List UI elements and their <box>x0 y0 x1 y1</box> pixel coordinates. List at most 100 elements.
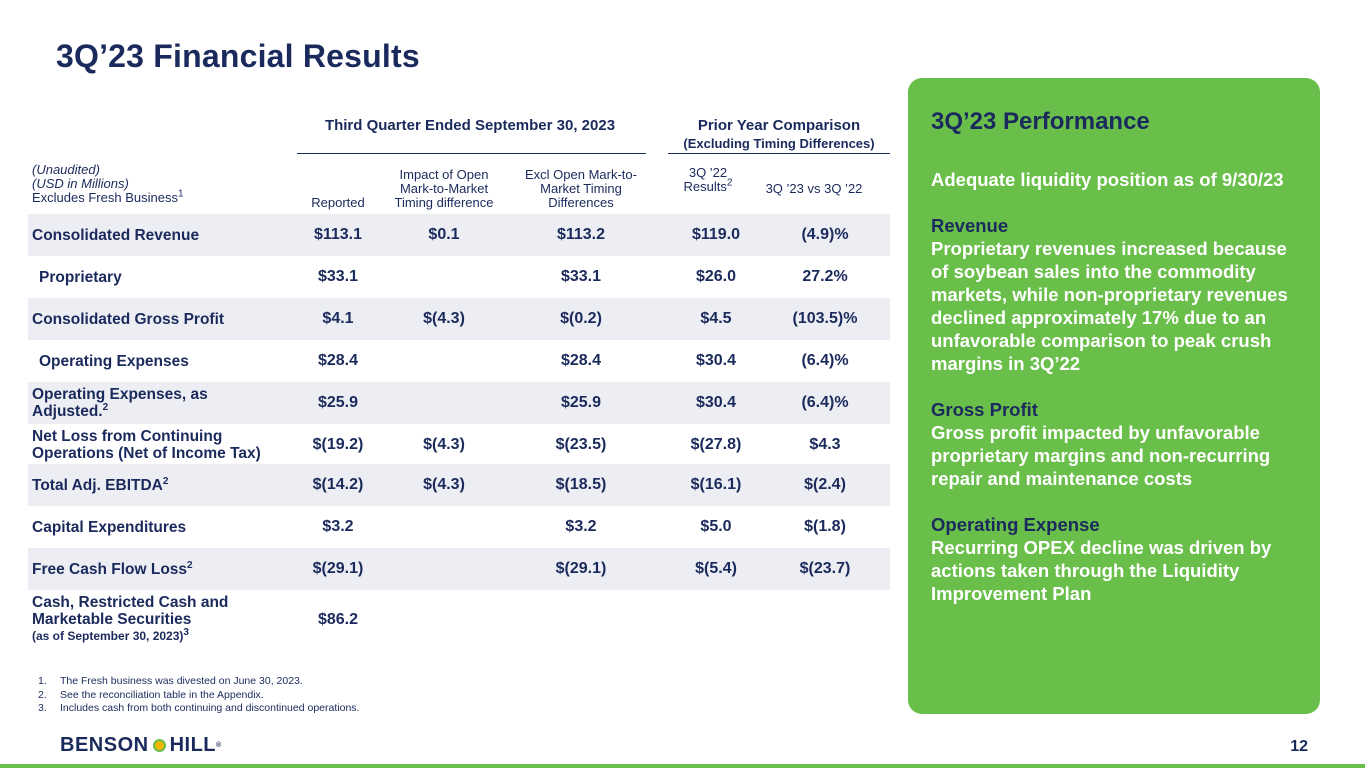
table-row-operating-expenses: Operating Expenses $28.4 $28.4 $30.4 (6.… <box>28 340 890 382</box>
cell-change: 27.2% <box>802 268 848 285</box>
operating-expense-text: Recurring OPEX decline was driven by act… <box>931 537 1272 604</box>
cell-impact <box>386 592 502 648</box>
cell-change: (4.9)% <box>801 226 849 243</box>
cell-excl: $113.2 <box>556 226 606 243</box>
cell-reported: $(14.2) <box>312 476 364 493</box>
gross-profit-heading: Gross Profit <box>931 399 1038 420</box>
cell-impact <box>386 548 502 590</box>
benson-hill-logo: BENSON HILL ® <box>60 734 222 756</box>
group-header-current: Third Quarter Ended September 30, 2023 <box>324 117 616 134</box>
cell-change: (103.5)% <box>792 310 858 327</box>
cell-change: $(23.7) <box>799 560 851 577</box>
cell-prior: $(16.1) <box>690 476 742 493</box>
table-row-proprietary: Proprietary $33.1 $33.1 $26.0 27.2% <box>28 256 890 298</box>
table-meta: (Unaudited) (USD in Millions) Excludes F… <box>32 163 282 205</box>
col-header-prior: 3Q ’22 Results2 <box>683 165 733 194</box>
cell-impact: $(4.3) <box>423 310 465 327</box>
revenue-section: Revenue Proprietary revenues increased b… <box>931 214 1303 375</box>
revenue-heading: Revenue <box>931 215 1009 236</box>
cell-reported: $3.2 <box>322 518 354 535</box>
table-row-total-adj-ebitda: Total Adj. EBITDA2 $(14.2) $(4.3) $(18.5… <box>28 464 890 506</box>
footnote-ref: 2 <box>102 401 109 413</box>
cell-change: $4.3 <box>809 436 841 453</box>
cell-prior: $5.0 <box>700 518 732 535</box>
liquidity-text: Adequate liquidity position as of 9/30/2… <box>931 169 1284 190</box>
operating-expense-heading: Operating Expense <box>931 514 1100 535</box>
footnote-ref: 2 <box>187 559 193 571</box>
excludes-note: Excludes Fresh Business <box>32 190 178 205</box>
cell-reported: $25.9 <box>317 394 359 411</box>
bottom-accent-bar <box>0 764 1365 768</box>
cell-excl: $25.9 <box>560 394 602 411</box>
cell-prior: $(5.4) <box>695 560 737 577</box>
cell-reported: $113.1 <box>313 226 363 243</box>
col-header-excl: Excl Open Mark-to-Market Timing Differen… <box>525 167 637 210</box>
row-label: Free Cash Flow Loss2 <box>32 559 193 578</box>
row-label: Operating Expenses <box>39 352 189 370</box>
performance-title: 3Q’23 Performance <box>931 108 1150 135</box>
cell-excl <box>509 592 653 648</box>
row-label: Total Adj. EBITDA2 <box>32 475 169 494</box>
cell-change <box>763 592 887 648</box>
row-label: Operating Expenses, as Adjusted.2 <box>32 386 208 420</box>
cell-prior <box>672 592 760 648</box>
footnotes: 1. The Fresh business was divested on Jun… <box>38 675 359 716</box>
footnote-ref: 2 <box>162 475 169 487</box>
group-header-prior: Prior Year Comparison (Excluding Timing … <box>668 117 890 153</box>
cell-impact: $(4.3) <box>423 436 465 453</box>
cell-change: (6.4)% <box>801 394 849 411</box>
table-row-free-cash-flow-loss: Free Cash Flow Loss2 $(29.1) $(29.1) $(5… <box>28 548 890 590</box>
cell-impact <box>386 340 502 382</box>
row-label: Proprietary <box>39 268 122 286</box>
cell-change: (6.4)% <box>801 352 849 369</box>
table-row-consolidated-revenue: Consolidated Revenue $113.1 $0.1 $113.2 … <box>28 214 890 256</box>
cell-prior: $26.0 <box>695 268 737 285</box>
cell-impact <box>386 256 502 298</box>
table-row-consolidated-gross-profit: Consolidated Gross Profit $4.1 $(4.3) $(… <box>28 298 890 340</box>
gross-profit-section: Gross Profit Gross profit impacted by un… <box>931 398 1303 490</box>
table-row-operating-expenses-adjusted: Operating Expenses, as Adjusted.2 $25.9 … <box>28 382 890 424</box>
cell-reported: $(29.1) <box>312 560 364 577</box>
operating-expense-section: Operating Expense Recurring OPEX decline… <box>931 513 1303 605</box>
col-header-impact: Impact of Open Mark-to-Market Timing dif… <box>394 167 494 210</box>
page-number: 12 <box>1290 738 1308 755</box>
group-rule-prior <box>668 153 890 154</box>
row-label: Capital Expenditures <box>32 518 187 536</box>
table-row-net-loss: Net Loss from Continuing Operations (Net… <box>28 424 890 466</box>
row-label: Consolidated Gross Profit <box>32 310 225 328</box>
cell-prior: $4.5 <box>700 310 732 327</box>
row-label: Cash, Restricted Cash and Marketable Sec… <box>32 592 272 650</box>
cell-reported: $33.1 <box>317 268 359 285</box>
performance-body: Adequate liquidity position as of 9/30/2… <box>931 168 1303 628</box>
table-row-cash: Cash, Restricted Cash and Marketable Sec… <box>28 592 890 648</box>
units-note: (USD in Millions) <box>32 176 129 191</box>
cell-excl: $33.1 <box>560 268 602 285</box>
col-header-change: 3Q ’23 vs 3Q ’22 <box>765 181 863 196</box>
row-label: Consolidated Revenue <box>32 226 200 244</box>
table-row-capital-expenditures: Capital Expenditures $3.2 $3.2 $5.0 $(1.… <box>28 506 890 548</box>
row-label: Net Loss from Continuing Operations (Net… <box>32 428 261 462</box>
cell-reported: $28.4 <box>317 352 359 369</box>
cell-excl: $28.4 <box>560 352 602 369</box>
gross-profit-text: Gross profit impacted by unfavorable pro… <box>931 422 1271 489</box>
cell-reported: $4.1 <box>322 310 354 327</box>
footnote: 3. Includes cash from both continuing and… <box>38 702 360 714</box>
cell-prior: $30.4 <box>695 394 737 411</box>
cell-impact <box>386 382 502 424</box>
cell-change: $(2.4) <box>804 476 846 493</box>
col-header-reported: Reported <box>311 195 365 210</box>
cell-prior: $(27.8) <box>690 436 742 453</box>
cell-impact: $(4.3) <box>423 476 465 493</box>
cell-prior: $30.4 <box>695 352 737 369</box>
page-title: 3Q’23 Financial Results <box>56 38 420 74</box>
performance-panel: 3Q’23 Performance Adequate liquidity pos… <box>908 78 1320 714</box>
cell-excl: $(0.2) <box>560 310 602 327</box>
unaudited-note: (Unaudited) <box>32 162 100 177</box>
row-sublabel: (as of September 30, 2023)3 <box>32 627 189 644</box>
cell-prior: $119.0 <box>691 226 741 243</box>
group-header-prior-sub: (Excluding Timing Differences) <box>683 136 875 151</box>
revenue-text: Proprietary revenues increased because o… <box>931 238 1288 374</box>
cell-excl: $(23.5) <box>555 436 607 453</box>
cell-reported: $(19.2) <box>312 436 364 453</box>
footnote: 2. See the reconciliation table in the Ap… <box>38 688 264 701</box>
